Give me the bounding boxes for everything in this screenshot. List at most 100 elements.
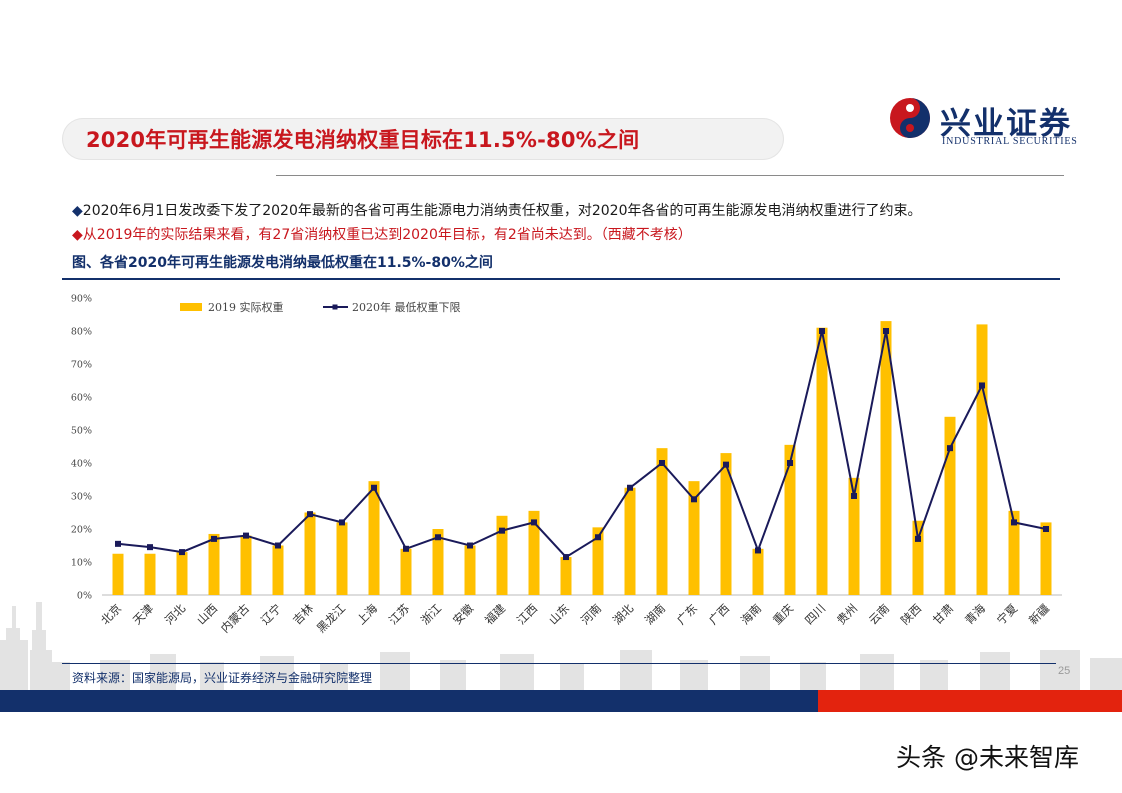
point-江苏	[403, 545, 409, 552]
province-weight-chart: 0% 10% 20% 30% 40% 50% 60% 70% 80% 90% 北京 天津 河北 山西内蒙…	[71, 294, 1062, 636]
point-吉林	[307, 511, 313, 518]
point-内蒙古	[243, 532, 249, 539]
y-tick-label: 0%	[77, 591, 92, 602]
x-tick-label: 安徽	[450, 601, 477, 628]
bar-江西	[528, 510, 540, 595]
series-line-2020-min	[117, 330, 1047, 559]
x-tick-label: 四川	[802, 601, 828, 627]
bar-辽宁	[272, 545, 284, 595]
point-安徽	[467, 542, 473, 549]
bar-山西	[208, 533, 220, 595]
x-tick-label: 湖南	[642, 601, 668, 627]
x-tick-label: 天津	[130, 601, 156, 627]
bar-吉林	[304, 512, 316, 595]
x-tick-label: 江苏	[386, 601, 412, 627]
title-divider	[276, 175, 1064, 176]
x-tick-label: 甘肃	[930, 601, 956, 627]
point-江西	[531, 519, 537, 526]
x-tick-label: 内蒙古	[218, 601, 252, 635]
point-湖北	[627, 484, 633, 491]
point-北京	[115, 540, 121, 547]
y-tick-label: 80%	[71, 327, 92, 338]
bar-云南	[880, 321, 892, 595]
bar-四川	[816, 327, 828, 595]
x-tick-label: 陕西	[898, 601, 924, 627]
y-tick-label: 50%	[71, 426, 92, 437]
logo-wordmark-cn: 兴业证券	[940, 106, 1072, 142]
y-tick-label: 20%	[71, 525, 92, 536]
x-tick-label: 广东	[674, 601, 700, 627]
diamond-bullet-icon: ◆	[72, 203, 83, 219]
page-title: 2020年可再生能源发电消纳权重目标在11.5%-80%之间	[86, 128, 640, 152]
point-新疆	[1043, 526, 1049, 532]
point-福建	[499, 527, 505, 534]
point-宁夏	[1011, 519, 1017, 526]
x-tick-label: 海南	[738, 601, 764, 627]
x-tick-label: 上海	[354, 601, 381, 628]
bar-湖南	[656, 448, 668, 595]
x-tick-label: 山西	[194, 601, 220, 627]
point-海南	[755, 547, 761, 554]
legend-swatch-point	[332, 304, 338, 310]
industrial-securities-logo-icon	[890, 98, 930, 138]
point-湖南	[659, 460, 665, 466]
bar-青海	[976, 324, 988, 595]
point-广西	[723, 461, 729, 468]
bar-山东	[560, 557, 572, 595]
bar-天津	[144, 553, 156, 595]
bar-河北	[176, 552, 188, 595]
bar-黑龙江	[336, 522, 348, 595]
watermark-text: 头条 @未来智库	[896, 743, 1079, 772]
bar-贵州	[848, 477, 860, 595]
x-tick-label: 新疆	[1026, 601, 1053, 628]
x-tick-label: 辽宁	[258, 601, 284, 627]
y-tick-label: 60%	[71, 393, 92, 404]
bullet-point-1: ◆2020年6月1日发改委下发了2020年最新的各省可再生能源电力消纳责任权重，…	[72, 200, 921, 220]
figure-title: 图、各省2020年可再生能源发电消纳最低权重在11.5%-80%之间	[72, 255, 493, 271]
point-云南	[883, 328, 889, 334]
x-tick-label: 浙江	[418, 601, 445, 628]
bar-北京	[112, 553, 124, 595]
bar-广东	[688, 481, 700, 595]
x-tick-label: 河北	[162, 601, 189, 628]
bar-新疆	[1040, 522, 1052, 595]
point-辽宁	[275, 542, 281, 549]
x-tick-label: 宁夏	[994, 601, 1021, 628]
point-贵州	[851, 493, 857, 499]
bar-广西	[720, 453, 732, 595]
point-山西	[211, 535, 217, 542]
point-山东	[563, 554, 569, 561]
bullet-text: 从2019年的实际结果来看，有27省消纳权重已达到2020年目标，有2省尚未达到…	[82, 227, 692, 243]
point-重庆	[787, 460, 793, 466]
bar-陕西	[912, 520, 924, 595]
point-河北	[179, 549, 185, 556]
figure-divider	[62, 278, 1060, 280]
diamond-bullet-icon: ◆	[72, 227, 83, 243]
x-tick-label: 黑龙江	[314, 601, 349, 636]
bar-海南	[752, 548, 764, 595]
point-青海	[979, 382, 985, 389]
x-tick-label: 青海	[962, 601, 989, 628]
x-tick-label: 福建	[482, 601, 509, 628]
bar-福建	[496, 515, 508, 595]
x-tick-label: 山东	[546, 601, 572, 627]
point-广东	[691, 496, 697, 503]
bar-江苏	[400, 548, 412, 595]
point-浙江	[435, 534, 441, 541]
x-tick-label: 河南	[578, 601, 604, 627]
bar-上海	[368, 481, 380, 595]
x-tick-label: 广西	[706, 601, 732, 627]
bar-宁夏	[1008, 510, 1020, 595]
bar-浙江	[432, 529, 444, 595]
bar-甘肃	[944, 416, 956, 595]
legend-label-bar: 2019 实际权重	[208, 300, 284, 314]
bullet-point-2: ◆从2019年的实际结果来看，有27省消纳权重已达到2020年目标，有2省尚未达…	[72, 224, 692, 244]
point-上海	[371, 484, 377, 491]
y-tick-label: 40%	[71, 459, 92, 470]
point-天津	[147, 544, 153, 551]
x-tick-label: 北京	[98, 601, 124, 627]
bar-河南	[592, 527, 604, 595]
bar-内蒙古	[240, 535, 252, 595]
bar-重庆	[784, 444, 796, 595]
bar-安徽	[464, 545, 476, 595]
